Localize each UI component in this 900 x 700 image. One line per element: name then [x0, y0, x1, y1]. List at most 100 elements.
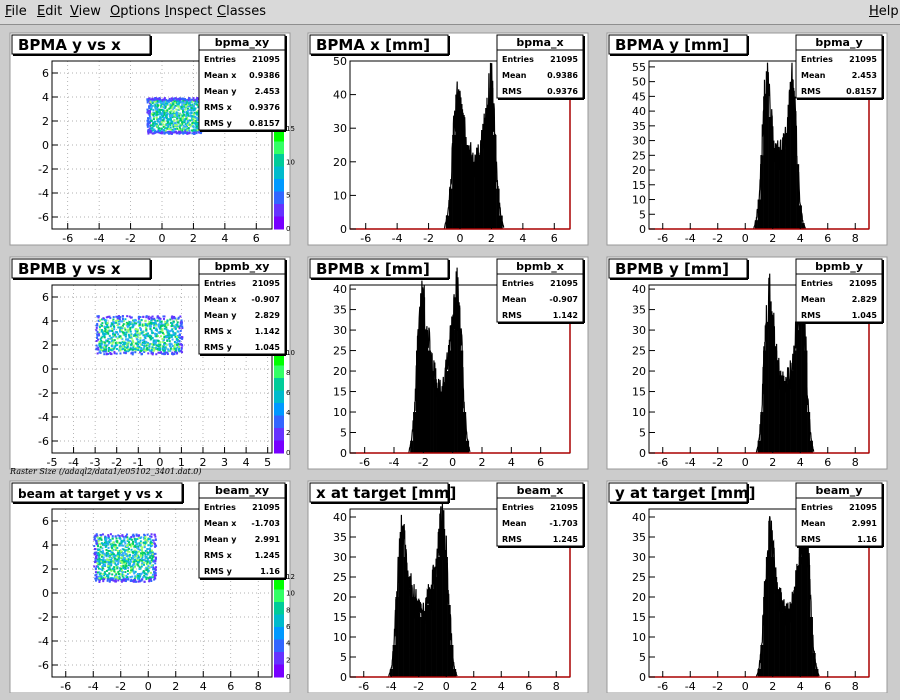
- heatmap-cell: [173, 119, 176, 122]
- x-tick-label: 2: [479, 456, 486, 469]
- heatmap-cell: [170, 329, 173, 332]
- heatmap-cell: [136, 330, 139, 333]
- menu-edit[interactable]: Edit: [37, 4, 63, 19]
- heatmap-cell: [99, 347, 102, 350]
- heatmap-cell: [145, 315, 148, 318]
- stats-value: 1.045: [852, 311, 878, 320]
- heatmap-cell: [180, 119, 183, 122]
- menu-help[interactable]: Help: [869, 4, 899, 19]
- heatmap-cell: [168, 343, 171, 346]
- histogram-bar: [464, 145, 469, 229]
- palette-segment: [274, 589, 284, 603]
- heatmap-cell: [151, 352, 154, 355]
- y-tick-label: 30: [333, 122, 347, 135]
- menu-file[interactable]: File: [5, 4, 27, 19]
- heatmap-cell: [150, 350, 153, 353]
- heatmap-cell: [103, 541, 106, 544]
- heatmap-cell: [126, 324, 129, 327]
- heatmap-cell: [117, 320, 120, 323]
- heatmap-cell: [186, 109, 189, 112]
- heatmap-cell: [109, 568, 112, 571]
- heatmap-cell: [151, 101, 154, 104]
- heatmap-cell: [127, 564, 130, 567]
- heatmap-cell: [126, 545, 129, 548]
- heatmap-cell: [103, 574, 106, 577]
- heatmap-cell: [105, 540, 108, 543]
- stats-value: 21095: [849, 279, 877, 288]
- x-tick-label: -2: [712, 456, 723, 469]
- heatmap-cell: [145, 541, 148, 544]
- heatmap-cell: [166, 335, 169, 338]
- menu-classes[interactable]: Classes: [217, 4, 266, 19]
- heatmap-cell: [174, 97, 177, 100]
- heatmap-cell: [112, 335, 115, 338]
- palette-tick-label: 0: [286, 225, 290, 233]
- menu-view[interactable]: View: [70, 4, 101, 19]
- heatmap-cell: [147, 577, 150, 580]
- heatmap-cell: [103, 346, 106, 349]
- heatmap-cell: [150, 579, 153, 582]
- heatmap-cell: [165, 347, 168, 350]
- heatmap-cell: [178, 333, 181, 336]
- heatmap-cell: [127, 330, 130, 333]
- heatmap-cell: [172, 348, 175, 351]
- heatmap-cell: [171, 328, 174, 331]
- heatmap-cell: [181, 110, 184, 113]
- heatmap-cell: [179, 113, 182, 116]
- heatmap-cell: [164, 131, 167, 134]
- y-tick-label: 20: [333, 591, 347, 604]
- heatmap-cell: [129, 558, 132, 561]
- heatmap-cell: [115, 335, 118, 338]
- heatmap-cell: [153, 348, 156, 351]
- heatmap-cell: [153, 339, 156, 342]
- heatmap-cell: [146, 99, 149, 102]
- heatmap-cell: [154, 103, 157, 106]
- heatmap-cell: [105, 345, 108, 348]
- heatmap-cell: [99, 319, 102, 322]
- heatmap-cell: [151, 573, 154, 576]
- heatmap-cell: [114, 562, 117, 565]
- heatmap-cell: [140, 552, 143, 555]
- heatmap-cell: [161, 324, 164, 327]
- heatmap-cell: [169, 103, 172, 106]
- heatmap-cell: [186, 121, 189, 124]
- heatmap-cell: [156, 349, 159, 352]
- root-canvas[interactable]: 0 5 10 15 -6 -4 -2 0 2 4 6 -6 -4 -2 0 2 4 6 BPMA y vs x bpm…: [0, 25, 900, 700]
- heatmap-cell: [197, 113, 200, 116]
- heatmap-cell: [158, 348, 161, 351]
- heatmap-cell: [97, 567, 100, 570]
- x-tick-label: 1: [178, 456, 185, 469]
- x-tick-label: -4: [392, 232, 403, 245]
- heatmap-cell: [183, 125, 186, 128]
- heatmap-cell: [170, 99, 173, 102]
- heatmap-cell: [101, 561, 104, 564]
- histogram-bar: [489, 87, 494, 229]
- palette-tick-label: 12: [286, 573, 295, 581]
- heatmap-cell: [100, 336, 103, 339]
- heatmap-cell: [169, 122, 172, 125]
- heatmap-cell: [135, 546, 138, 549]
- histogram-bar: [425, 605, 429, 677]
- histogram-bar: [765, 557, 769, 677]
- y-tick-label: 0: [340, 223, 347, 236]
- heatmap-cell: [179, 130, 182, 133]
- heatmap-cell: [169, 318, 172, 321]
- heatmap-cell: [149, 538, 152, 541]
- title-text: BPMB y [mm]: [615, 260, 729, 278]
- heatmap-cell: [130, 567, 133, 570]
- heatmap-cell: [154, 324, 157, 327]
- heatmap-cell: [109, 337, 112, 340]
- heatmap-cell: [184, 108, 187, 111]
- heatmap-cell: [144, 349, 147, 352]
- menu-options[interactable]: Options: [110, 4, 161, 19]
- x-tick-label: -6: [359, 456, 370, 469]
- heatmap-cell: [171, 315, 174, 318]
- heatmap-cell: [192, 132, 195, 135]
- heatmap-cell: [186, 116, 189, 119]
- menu-inspect[interactable]: Inspect: [165, 4, 213, 19]
- palette-segment: [274, 602, 284, 615]
- histogram-bar: [413, 412, 417, 453]
- heatmap-cell: [173, 343, 176, 346]
- heatmap-cell: [186, 114, 189, 117]
